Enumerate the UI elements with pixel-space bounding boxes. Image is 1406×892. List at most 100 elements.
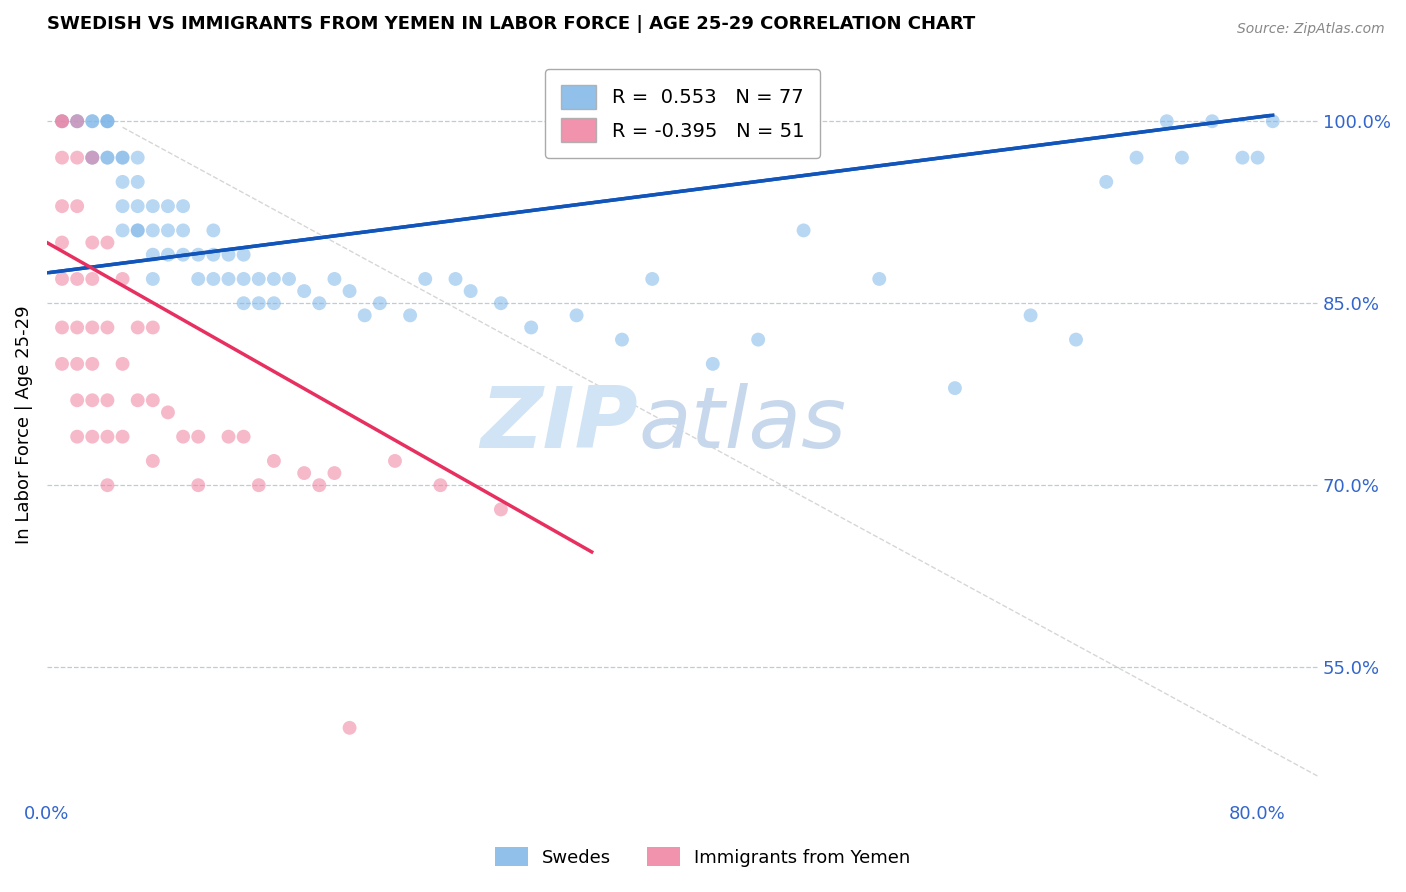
Point	[142, 223, 165, 237]
Point	[187, 248, 209, 262]
Point	[127, 223, 149, 237]
Point	[218, 248, 240, 262]
Point	[172, 199, 194, 213]
Point	[66, 114, 89, 128]
Point	[1232, 151, 1254, 165]
Point	[368, 296, 391, 310]
Point	[111, 357, 134, 371]
Point	[82, 114, 104, 128]
Point	[868, 272, 890, 286]
Point	[747, 333, 769, 347]
Point	[384, 454, 406, 468]
Point	[308, 296, 330, 310]
Point	[66, 393, 89, 408]
Point	[96, 430, 118, 444]
Point	[142, 320, 165, 334]
Point	[702, 357, 724, 371]
Point	[278, 272, 301, 286]
Point	[292, 466, 315, 480]
Point	[111, 151, 134, 165]
Point	[399, 309, 422, 323]
Point	[263, 296, 285, 310]
Text: atlas: atlas	[638, 383, 846, 466]
Point	[66, 114, 89, 128]
Point	[353, 309, 375, 323]
Point	[51, 357, 73, 371]
Point	[51, 235, 73, 250]
Point	[96, 114, 118, 128]
Text: SWEDISH VS IMMIGRANTS FROM YEMEN IN LABOR FORCE | AGE 25-29 CORRELATION CHART: SWEDISH VS IMMIGRANTS FROM YEMEN IN LABO…	[46, 15, 976, 33]
Point	[232, 430, 254, 444]
Point	[156, 199, 179, 213]
Point	[1156, 114, 1178, 128]
Point	[460, 284, 482, 298]
Point	[172, 430, 194, 444]
Point	[308, 478, 330, 492]
Point	[111, 199, 134, 213]
Point	[96, 393, 118, 408]
Point	[172, 223, 194, 237]
Point	[127, 151, 149, 165]
Point	[444, 272, 467, 286]
Point	[82, 357, 104, 371]
Point	[66, 272, 89, 286]
Point	[202, 272, 225, 286]
Point	[156, 248, 179, 262]
Point	[127, 393, 149, 408]
Point	[263, 454, 285, 468]
Point	[943, 381, 966, 395]
Point	[142, 393, 165, 408]
Point	[489, 502, 512, 516]
Point	[413, 272, 436, 286]
Point	[82, 114, 104, 128]
Point	[156, 405, 179, 419]
Point	[96, 114, 118, 128]
Point	[610, 333, 633, 347]
Point	[51, 199, 73, 213]
Point	[82, 272, 104, 286]
Point	[82, 430, 104, 444]
Point	[96, 151, 118, 165]
Point	[156, 223, 179, 237]
Point	[263, 272, 285, 286]
Point	[51, 320, 73, 334]
Legend: R =  0.553   N = 77, R = -0.395   N = 51: R = 0.553 N = 77, R = -0.395 N = 51	[546, 70, 820, 158]
Point	[51, 114, 73, 128]
Point	[247, 478, 270, 492]
Point	[111, 175, 134, 189]
Point	[1171, 151, 1194, 165]
Point	[96, 114, 118, 128]
Point	[82, 393, 104, 408]
Point	[142, 272, 165, 286]
Point	[323, 272, 346, 286]
Point	[51, 151, 73, 165]
Point	[489, 296, 512, 310]
Legend: Swedes, Immigrants from Yemen: Swedes, Immigrants from Yemen	[488, 840, 918, 874]
Point	[232, 296, 254, 310]
Point	[66, 430, 89, 444]
Text: Source: ZipAtlas.com: Source: ZipAtlas.com	[1237, 22, 1385, 37]
Point	[82, 235, 104, 250]
Point	[66, 320, 89, 334]
Y-axis label: In Labor Force | Age 25-29: In Labor Force | Age 25-29	[15, 305, 32, 544]
Point	[247, 296, 270, 310]
Point	[218, 430, 240, 444]
Point	[127, 199, 149, 213]
Point	[247, 272, 270, 286]
Point	[127, 223, 149, 237]
Point	[66, 151, 89, 165]
Point	[187, 272, 209, 286]
Point	[111, 272, 134, 286]
Point	[232, 272, 254, 286]
Point	[111, 223, 134, 237]
Point	[1261, 114, 1284, 128]
Point	[127, 175, 149, 189]
Point	[1019, 309, 1042, 323]
Point	[339, 721, 361, 735]
Point	[82, 151, 104, 165]
Point	[142, 454, 165, 468]
Point	[1125, 151, 1147, 165]
Point	[96, 320, 118, 334]
Point	[82, 320, 104, 334]
Point	[202, 248, 225, 262]
